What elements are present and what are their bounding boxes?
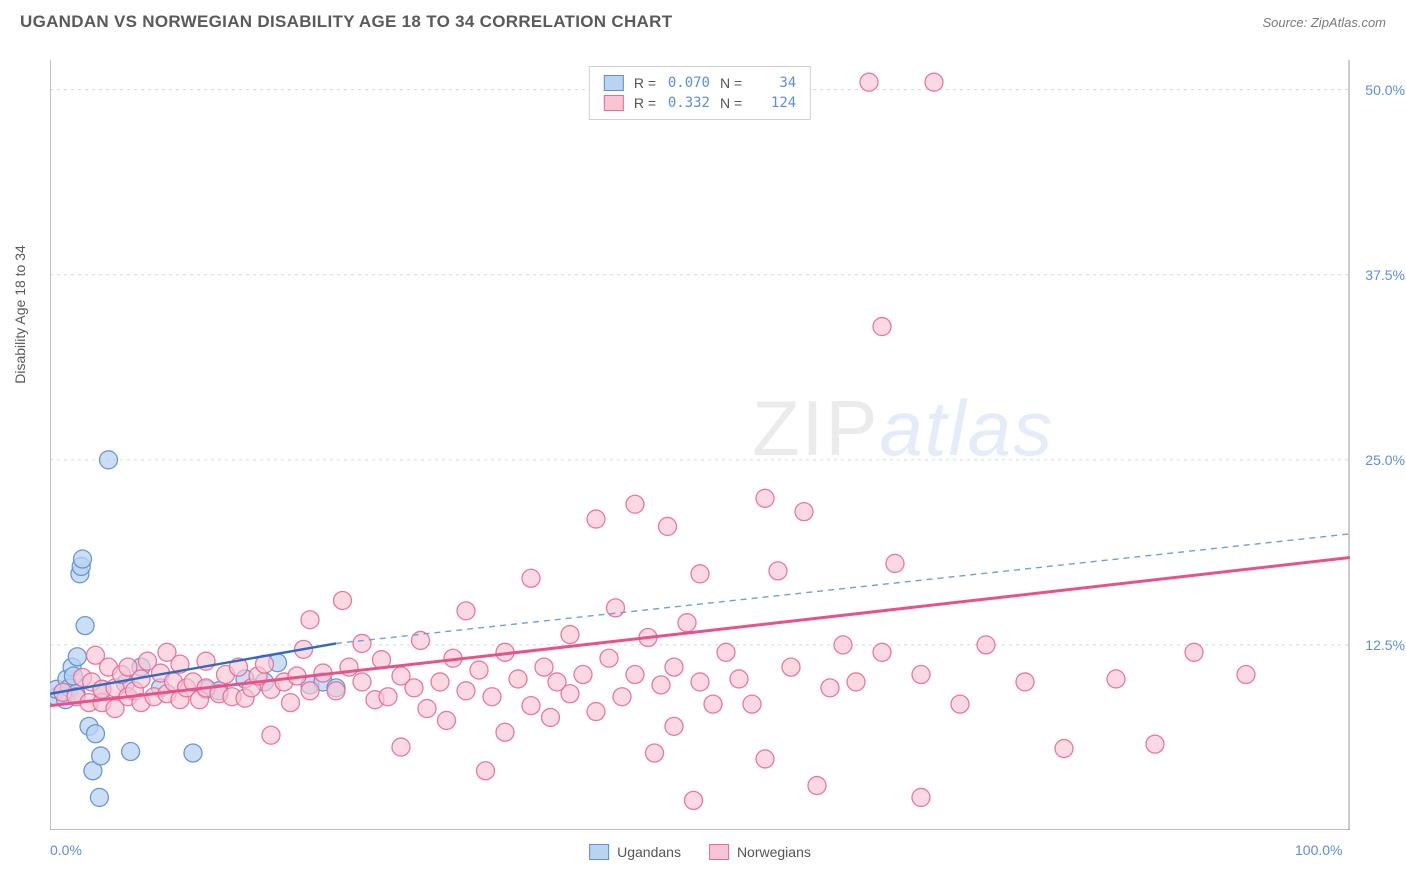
x-tick-label: 0.0% [50, 842, 82, 858]
y-tick-label: 50.0% [1365, 82, 1405, 98]
legend-stats: R = 0.070 N = 34 R = 0.332 N = 124 [589, 66, 811, 120]
y-tick-label: 25.0% [1365, 452, 1405, 468]
legend-item-norwegians: Norwegians [709, 844, 811, 860]
legend-swatch-ugandans [604, 75, 624, 91]
n-value-norwegians: 124 [752, 95, 796, 111]
r-value-ugandans: 0.070 [666, 75, 710, 91]
chart-container: Disability Age 18 to 34 ZIPatlas R = 0.0… [50, 60, 1350, 830]
r-value-norwegians: 0.332 [666, 95, 710, 111]
n-value-ugandans: 34 [752, 75, 796, 91]
n-label: N = [720, 75, 742, 91]
source-attribution: Source: ZipAtlas.com [1262, 15, 1386, 30]
y-tick-label: 12.5% [1365, 637, 1405, 653]
scatter-plot [50, 60, 1350, 830]
x-tick-label: 100.0% [1295, 842, 1342, 858]
legend-swatch-ugandans [589, 844, 609, 860]
legend-swatch-norwegians [604, 95, 624, 111]
y-tick-label: 37.5% [1365, 267, 1405, 283]
legend-stats-row-ugandans: R = 0.070 N = 34 [604, 73, 796, 93]
chart-title: UGANDAN VS NORWEGIAN DISABILITY AGE 18 T… [20, 12, 672, 32]
legend-item-ugandans: Ugandans [589, 844, 681, 860]
legend-series: Ugandans Norwegians [589, 844, 811, 860]
legend-label-ugandans: Ugandans [617, 844, 681, 860]
legend-label-norwegians: Norwegians [737, 844, 811, 860]
r-label: R = [634, 95, 656, 111]
legend-stats-row-norwegians: R = 0.332 N = 124 [604, 93, 796, 113]
n-label: N = [720, 95, 742, 111]
y-axis-label: Disability Age 18 to 34 [12, 245, 28, 384]
r-label: R = [634, 75, 656, 91]
legend-swatch-norwegians [709, 844, 729, 860]
